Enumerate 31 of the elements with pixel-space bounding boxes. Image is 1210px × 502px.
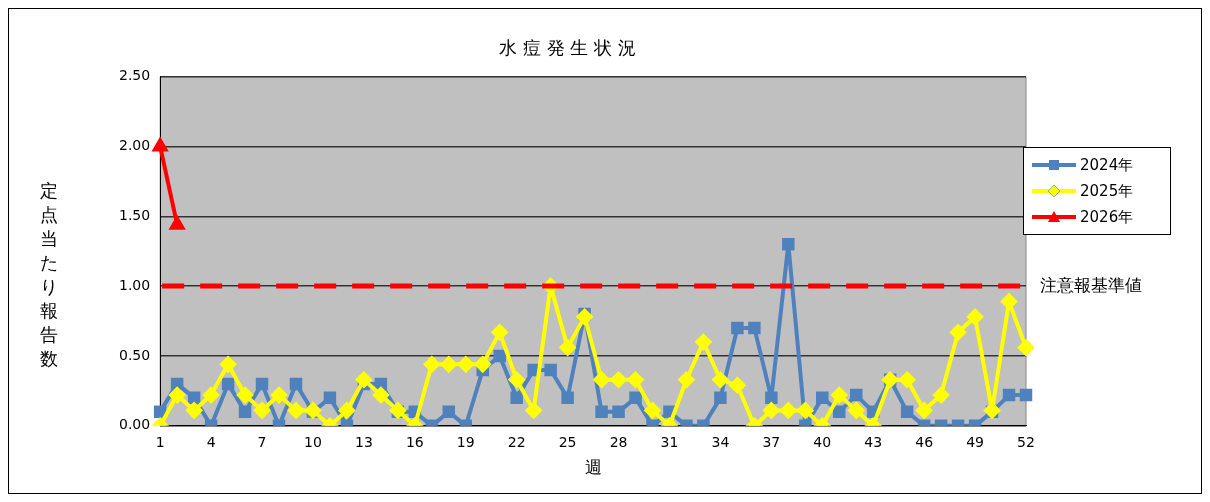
x-tick-label: 19 bbox=[456, 433, 475, 450]
x-tick-label: 28 bbox=[609, 433, 628, 450]
x-tick-label: 1 bbox=[155, 433, 165, 450]
y-tick-label: 1.50 bbox=[119, 206, 151, 223]
x-tick-label: 7 bbox=[257, 433, 267, 450]
legend-label: 2025年 bbox=[1080, 181, 1134, 201]
x-tick-label: 40 bbox=[813, 433, 832, 450]
x-tick-label: 22 bbox=[507, 433, 526, 450]
x-tick-label: 31 bbox=[660, 433, 679, 450]
y-tick-label: 1.00 bbox=[119, 276, 151, 293]
x-tick-label: 13 bbox=[354, 433, 373, 450]
x-tick-label: 34 bbox=[711, 433, 730, 450]
x-axis-title: 週 bbox=[584, 457, 602, 478]
x-tick-label: 25 bbox=[558, 433, 577, 450]
x-tick-label: 37 bbox=[762, 433, 781, 450]
x-tick-label: 4 bbox=[206, 433, 216, 450]
x-tick-label: 46 bbox=[915, 433, 934, 450]
chart-title: 水 痘 発 生 状 況 bbox=[499, 37, 636, 59]
x-tick-label: 43 bbox=[864, 433, 883, 450]
ref-line-label: 注意報基準値 bbox=[1040, 274, 1142, 295]
legend-label: 2026年 bbox=[1080, 207, 1134, 227]
legend-label: 2024年 bbox=[1080, 155, 1134, 175]
y-tick-label: 0.00 bbox=[119, 416, 151, 433]
x-tick-label: 10 bbox=[304, 433, 322, 450]
x-tick-label: 16 bbox=[405, 433, 424, 450]
y-tick-label: 2.50 bbox=[119, 67, 151, 84]
y-tick-label: 2.00 bbox=[119, 137, 151, 154]
x-tick-label: 49 bbox=[966, 433, 984, 450]
x-tick-label: 52 bbox=[1017, 433, 1035, 450]
y-axis-title: 定点当たり報告数 bbox=[39, 179, 59, 371]
y-tick-label: 0.50 bbox=[119, 346, 151, 363]
